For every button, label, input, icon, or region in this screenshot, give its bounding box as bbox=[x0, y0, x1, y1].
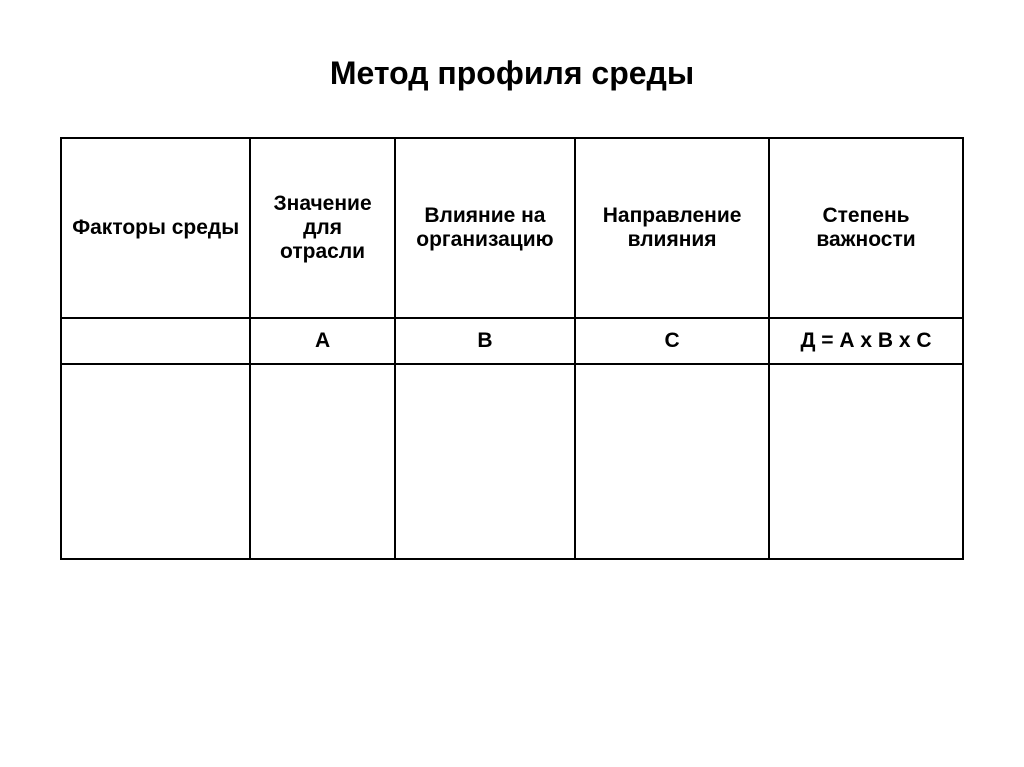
col-header-org-impact: Влияние на организацию bbox=[395, 138, 575, 318]
table-subheader-row: А В С Д = А х В х С bbox=[61, 318, 963, 364]
cell-0-0 bbox=[61, 364, 250, 559]
sub-cell-c: С bbox=[575, 318, 769, 364]
cell-0-3 bbox=[575, 364, 769, 559]
cell-0-1 bbox=[250, 364, 394, 559]
cell-0-2 bbox=[395, 364, 575, 559]
sub-cell-d: Д = А х В х С bbox=[769, 318, 963, 364]
col-header-importance: Степень важности bbox=[769, 138, 963, 318]
profile-method-table: Факторы среды Значение для отрасли Влиян… bbox=[60, 137, 964, 560]
col-header-direction: Направление влияния bbox=[575, 138, 769, 318]
sub-cell-b: В bbox=[395, 318, 575, 364]
col-header-factors: Факторы среды bbox=[61, 138, 250, 318]
sub-cell-a: А bbox=[250, 318, 394, 364]
sub-cell-0 bbox=[61, 318, 250, 364]
page-title: Метод профиля среды bbox=[60, 55, 964, 92]
table-row bbox=[61, 364, 963, 559]
cell-0-4 bbox=[769, 364, 963, 559]
table-header-row: Факторы среды Значение для отрасли Влиян… bbox=[61, 138, 963, 318]
col-header-industry-value: Значение для отрасли bbox=[250, 138, 394, 318]
